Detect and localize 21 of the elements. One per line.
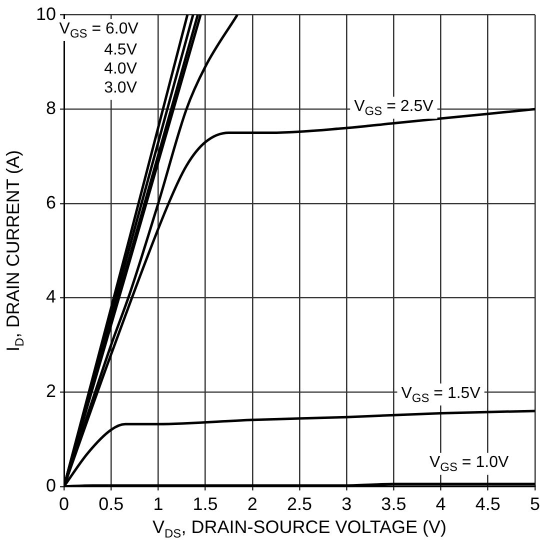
y-tick-label: 10 (36, 4, 56, 24)
annotation: 4.0V (104, 60, 138, 78)
x-tick-label: 3.5 (381, 494, 406, 514)
x-tick-label: 0 (59, 494, 70, 514)
annotation: 4.5V (104, 42, 138, 59)
x-tick-label: 3 (342, 494, 352, 514)
y-tick-label: 8 (46, 98, 56, 118)
y-tick-label: 6 (46, 192, 56, 212)
x-tick-label: 5 (530, 494, 540, 514)
annotation: 3.0V (104, 79, 138, 96)
x-axis-title: V$_{DS}$, DRAIN-SOURCE VOLTAGE (V) (152, 517, 447, 541)
y-tick-label: 2 (46, 381, 56, 402)
x-tick-label: 4.5 (475, 494, 500, 514)
y-tick-label: 4 (46, 286, 56, 307)
x-tick-label: 4 (436, 494, 446, 514)
x-tick-label: 1.5 (192, 494, 218, 514)
x-tick-label: 0.5 (98, 494, 124, 514)
x-tick-label: 2 (247, 494, 258, 514)
y-tick-label: 0 (46, 475, 56, 496)
x-tick-label: 1 (153, 494, 164, 514)
x-tick-label: 2.5 (286, 494, 312, 514)
